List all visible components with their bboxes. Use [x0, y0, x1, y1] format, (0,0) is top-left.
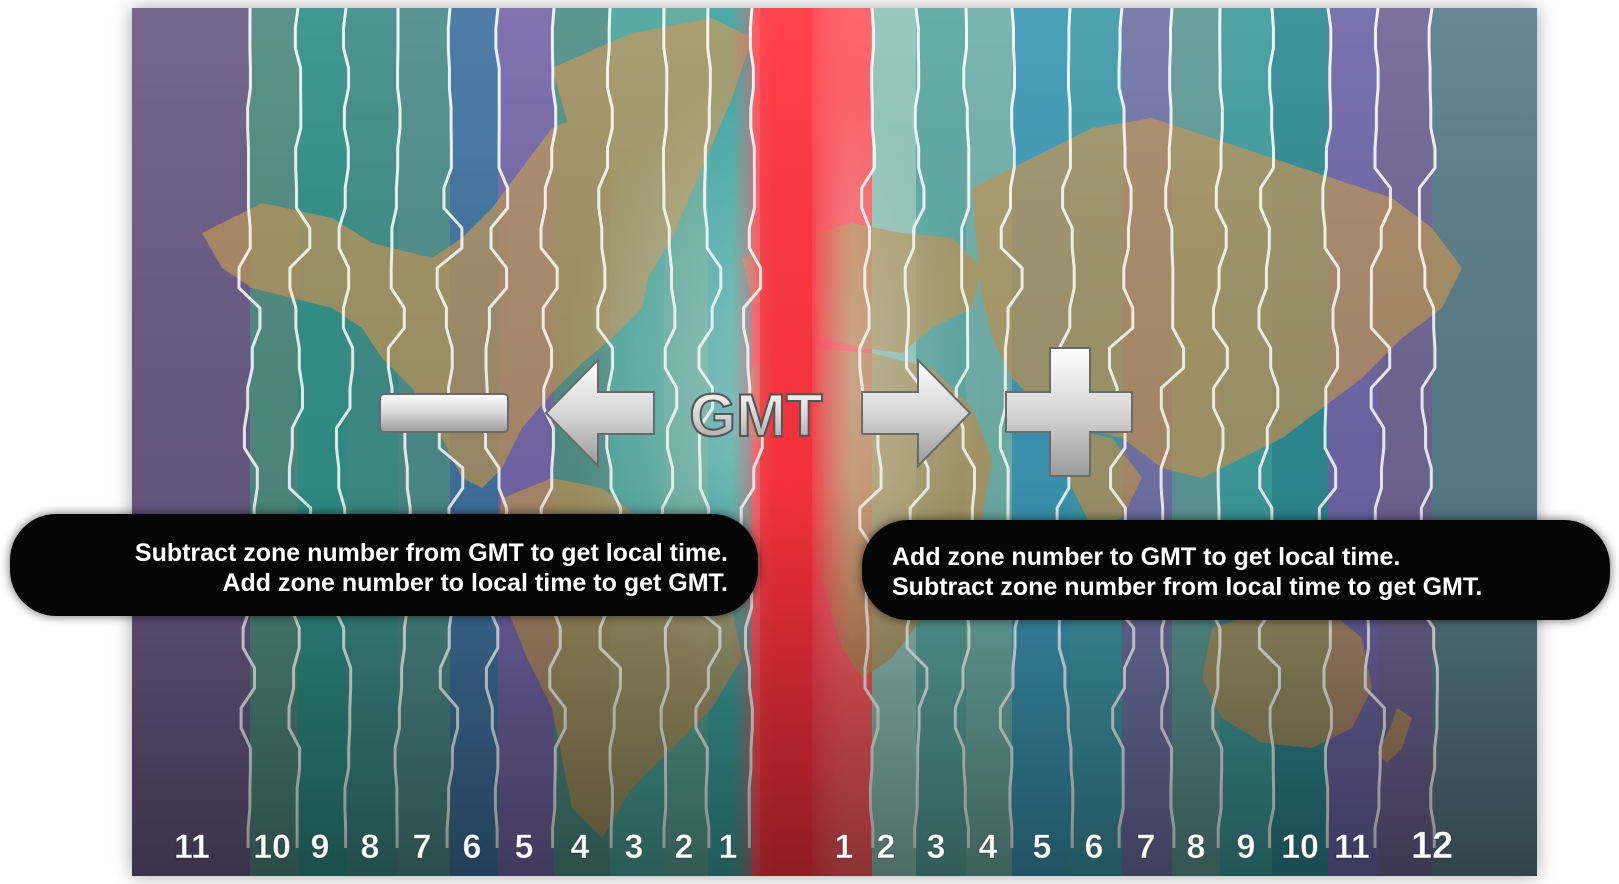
east-instruction-line-1: Add zone number to GMT to get local time… — [892, 543, 1401, 571]
west-instructions-bubble: Subtract zone number from GMT to get loc… — [10, 514, 758, 616]
time-zone-map: GMT 11 10 9 8 7 6 5 4 3 2 1 1 2 3 4 5 6 7 8 9 10 11 12 — [132, 8, 1537, 876]
zone-label-west-5: 5 — [515, 828, 534, 866]
zone-label-east-1: 1 — [835, 828, 854, 866]
zone-label-east-10: 10 — [1281, 828, 1319, 866]
west-instruction-line-1: Subtract zone number from GMT to get loc… — [134, 539, 728, 567]
zone-label-east-6: 6 — [1085, 828, 1104, 866]
zone-label-east-12: 12 — [1411, 825, 1453, 867]
zone-label-west-6: 6 — [463, 828, 482, 866]
zone-number-labels: 11 10 9 8 7 6 5 4 3 2 1 1 2 3 4 5 6 7 8 9 10 11 12 — [174, 825, 1454, 868]
zone-label-west-2: 2 — [675, 828, 694, 866]
zone-label-west-8: 8 — [361, 828, 380, 866]
zone-label-east-11: 11 — [1334, 828, 1370, 866]
zone-label-west-10: 10 — [253, 828, 291, 866]
zone-label-east-8: 8 — [1187, 828, 1206, 866]
zone-label-west-7: 7 — [413, 828, 432, 866]
zone-label-east-2: 2 — [877, 828, 896, 866]
zone-label-east-9: 9 — [1237, 828, 1256, 866]
gmt-label: GMT — [689, 382, 822, 449]
arrow-left-icon — [544, 357, 655, 469]
east-instruction-line-2: Subtract zone number from local time to … — [892, 573, 1483, 601]
zone-label-east-4: 4 — [979, 828, 998, 866]
zone-label-west-1: 1 — [719, 828, 738, 866]
east-instructions-bubble: Add zone number to GMT to get local time… — [862, 520, 1610, 620]
zone-label-east-7: 7 — [1137, 828, 1156, 866]
west-instruction-line-2: Add zone number to local time to get GMT… — [222, 569, 728, 597]
zone-label-east-3: 3 — [927, 828, 946, 866]
arrow-right-icon — [861, 357, 972, 469]
world-map: GMT 11 10 9 8 7 6 5 4 3 2 1 1 2 3 4 5 6 7 8 9 10 11 12 — [132, 8, 1537, 876]
zone-label-west-3: 3 — [625, 828, 644, 866]
zone-label-west-4: 4 — [571, 828, 590, 866]
shading — [132, 8, 1537, 876]
zone-label-west-9: 9 — [311, 828, 330, 866]
plus-sign — [1005, 347, 1133, 477]
zone-label-east-5: 5 — [1033, 828, 1052, 866]
minus-sign — [379, 393, 509, 433]
zone-label-west-11: 11 — [174, 828, 210, 866]
